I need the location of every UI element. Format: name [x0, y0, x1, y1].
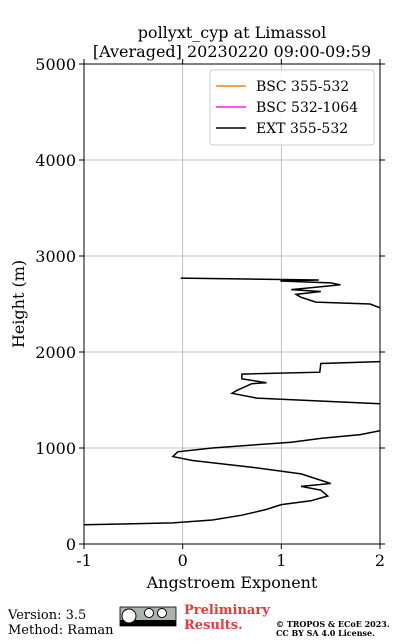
- x-tick-label: 1: [276, 551, 286, 570]
- y-tick-label: 4000: [35, 151, 76, 170]
- x-tick-label: -1: [76, 551, 92, 570]
- chart-subtitle: [Averaged] 20230220 09:00-09:59: [93, 42, 371, 61]
- data-line: [84, 277, 380, 526]
- y-axis-label: Height (m): [9, 260, 28, 348]
- y-tick-label: 2000: [35, 343, 76, 362]
- legend-label: BSC 355-532: [256, 79, 349, 95]
- legend-box: [209, 69, 375, 146]
- license: CC BY SA 4.0 License.: [276, 628, 375, 638]
- version: Version: 3.5: [7, 608, 86, 623]
- y-tick-label: 5000: [35, 55, 76, 74]
- chart-title: pollyxt_cyp at Limassol: [138, 23, 327, 42]
- y-tick-label: 1000: [35, 439, 76, 458]
- method: Method: Raman: [8, 623, 114, 638]
- x-tick-label: 0: [178, 551, 188, 570]
- copyright: © TROPOS & ECoE 2023.: [276, 619, 390, 629]
- x-tick-label: 2: [375, 551, 385, 570]
- legend: BSC 355-532 BSC 532-1064 EXT 355-532: [209, 69, 375, 146]
- y-tick-label: 0: [66, 535, 76, 554]
- y-tick-label: 3000: [35, 247, 76, 266]
- axes-frame: [83, 63, 381, 545]
- results: Results.: [184, 618, 243, 633]
- legend-label: BSC 532-1064: [256, 100, 358, 116]
- legend-label: EXT 355-532: [256, 121, 348, 137]
- x-axis-label: Angstroem Exponent: [146, 573, 318, 592]
- cc-logo: [119, 606, 177, 627]
- preliminary: Preliminary: [184, 603, 270, 618]
